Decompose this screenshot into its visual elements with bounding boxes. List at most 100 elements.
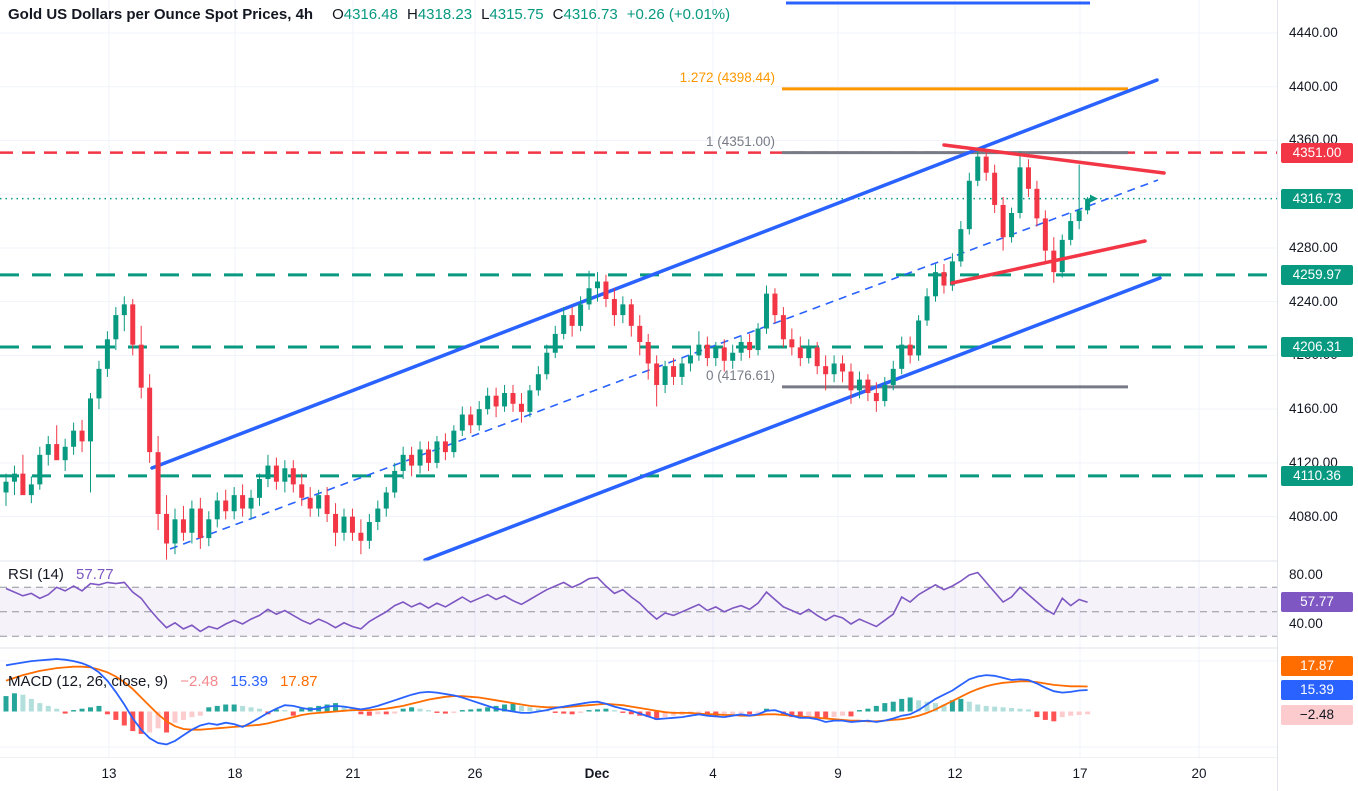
candle[interactable] xyxy=(442,433,448,461)
candle[interactable] xyxy=(772,288,778,324)
candle[interactable] xyxy=(789,328,795,356)
candle[interactable] xyxy=(679,358,685,385)
candle[interactable] xyxy=(552,325,558,359)
candle[interactable] xyxy=(54,425,60,461)
candle[interactable] xyxy=(924,288,930,326)
candle[interactable] xyxy=(527,384,533,418)
candle[interactable] xyxy=(645,333,651,380)
candle[interactable] xyxy=(611,288,617,326)
candle[interactable] xyxy=(468,406,474,434)
time-axis[interactable]: 13 18 21 26 Dec 4 9 12 17 20 xyxy=(0,758,1358,791)
candle[interactable] xyxy=(730,344,736,369)
rsi-legend[interactable]: RSI (14) 57.77 xyxy=(8,566,114,583)
candle[interactable] xyxy=(96,360,102,410)
candle[interactable] xyxy=(586,270,592,310)
candle[interactable] xyxy=(992,164,998,214)
candle[interactable] xyxy=(899,336,905,375)
candle[interactable] xyxy=(113,307,119,351)
candle[interactable] xyxy=(180,505,186,541)
candle[interactable] xyxy=(248,489,254,520)
candle[interactable] xyxy=(544,344,550,380)
candle[interactable] xyxy=(62,438,68,471)
candle[interactable] xyxy=(518,393,524,423)
candle[interactable] xyxy=(1034,180,1040,227)
candle[interactable] xyxy=(856,371,862,399)
candle[interactable] xyxy=(983,148,989,181)
candle[interactable] xyxy=(189,500,195,544)
candle[interactable] xyxy=(502,384,508,412)
candle[interactable] xyxy=(392,462,398,498)
symbol-legend[interactable]: Gold US Dollars per Ounce Spot Prices, 4… xyxy=(8,6,730,23)
candle[interactable] xyxy=(79,419,85,453)
candle[interactable] xyxy=(375,500,381,531)
candle[interactable] xyxy=(764,285,769,334)
candle[interactable] xyxy=(45,436,51,466)
candle[interactable] xyxy=(476,401,482,431)
candle[interactable] xyxy=(341,508,347,541)
candle[interactable] xyxy=(400,446,406,480)
candle[interactable] xyxy=(164,495,170,560)
candle[interactable] xyxy=(1085,196,1091,215)
candle[interactable] xyxy=(865,374,871,402)
candle[interactable] xyxy=(104,331,110,377)
candle[interactable] xyxy=(696,331,702,361)
candle[interactable] xyxy=(231,487,237,520)
candle[interactable] xyxy=(704,336,710,367)
candle[interactable] xyxy=(1000,196,1006,251)
candle[interactable] xyxy=(823,355,829,391)
macd-legend[interactable]: MACD (12, 26, close, 9) −2.48 15.39 17.8… xyxy=(8,673,318,690)
candle[interactable] xyxy=(840,355,846,383)
candle[interactable] xyxy=(240,484,246,517)
candle[interactable] xyxy=(966,172,972,235)
candle[interactable] xyxy=(451,425,457,458)
candle[interactable] xyxy=(265,454,271,488)
candle[interactable] xyxy=(383,487,389,517)
candle[interactable] xyxy=(814,341,820,375)
candle[interactable] xyxy=(654,355,660,407)
candle[interactable] xyxy=(975,147,981,187)
candle[interactable] xyxy=(273,457,279,490)
candle[interactable] xyxy=(257,473,262,506)
candle[interactable] xyxy=(206,511,212,547)
candle[interactable] xyxy=(37,446,43,490)
candle[interactable] xyxy=(307,487,313,517)
candle[interactable] xyxy=(155,436,161,531)
candle[interactable] xyxy=(1017,151,1023,219)
candle[interactable] xyxy=(493,387,499,418)
candle[interactable] xyxy=(747,333,753,359)
candle[interactable] xyxy=(11,465,17,496)
candle[interactable] xyxy=(130,298,136,356)
candle[interactable] xyxy=(780,307,786,348)
candle[interactable] xyxy=(882,376,888,407)
candle[interactable] xyxy=(671,358,677,385)
candle[interactable] xyxy=(88,393,93,493)
candle[interactable] xyxy=(941,264,947,294)
candle[interactable] xyxy=(907,336,913,364)
candle[interactable] xyxy=(366,513,372,549)
candle[interactable] xyxy=(121,296,127,332)
candle[interactable] xyxy=(223,489,229,520)
candle[interactable] xyxy=(890,360,896,391)
candle[interactable] xyxy=(3,473,9,506)
candle[interactable] xyxy=(510,384,516,412)
candle[interactable] xyxy=(138,325,144,399)
candle[interactable] xyxy=(333,503,339,547)
candle[interactable] xyxy=(687,347,693,372)
candle[interactable] xyxy=(71,422,77,455)
candle[interactable] xyxy=(721,339,727,372)
candle[interactable] xyxy=(806,339,812,364)
candle[interactable] xyxy=(628,298,634,337)
candle[interactable] xyxy=(569,307,575,337)
candle[interactable] xyxy=(1025,159,1031,197)
candle[interactable] xyxy=(1009,207,1015,243)
candle[interactable] xyxy=(662,360,668,394)
candle[interactable] xyxy=(20,454,26,496)
candle[interactable] xyxy=(282,460,288,493)
candle[interactable] xyxy=(535,366,541,396)
candle[interactable] xyxy=(620,296,626,324)
candle[interactable] xyxy=(848,363,854,404)
candle[interactable] xyxy=(1068,213,1074,246)
candle[interactable] xyxy=(713,341,719,367)
candle[interactable] xyxy=(603,274,609,308)
